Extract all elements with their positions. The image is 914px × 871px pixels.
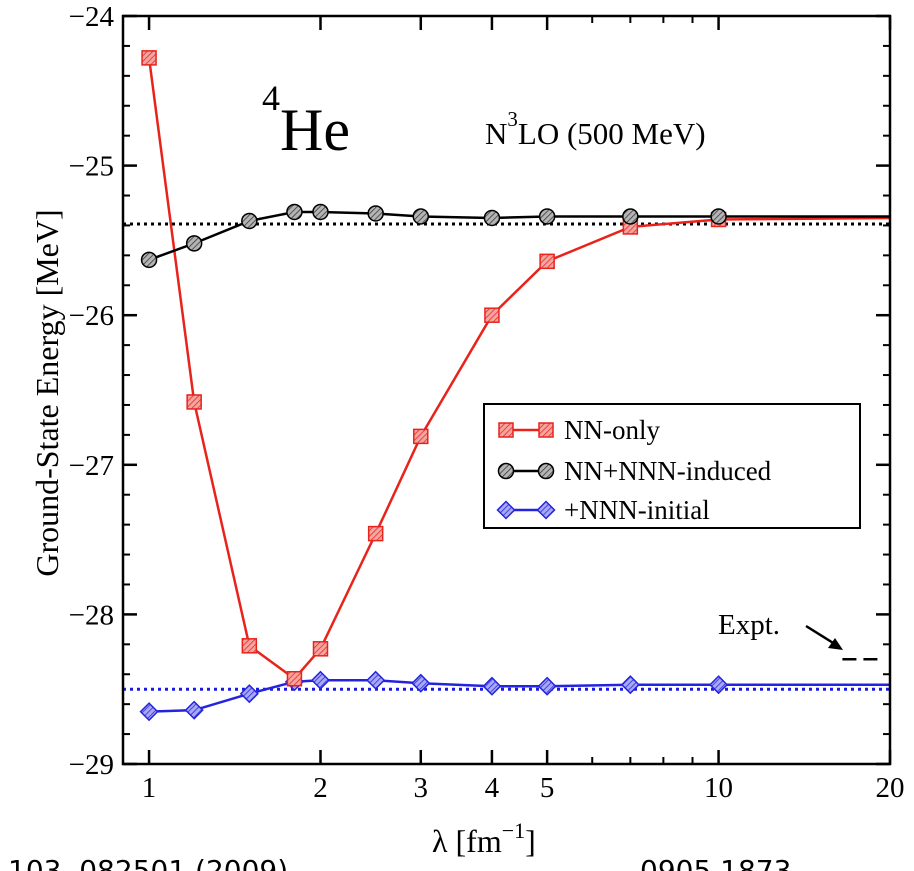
y-tick-label: −29: [69, 749, 114, 781]
x-axis-title: λ [fm−1]: [432, 818, 536, 859]
data-point: [286, 670, 303, 687]
footer-citation-ref: 103, 082501 (2009): [8, 854, 288, 871]
x-axis-title-main: λ [fm: [432, 823, 502, 859]
footer-arxiv: 0905.1873: [640, 854, 791, 871]
nucleus-symbol: He: [280, 97, 350, 163]
axis-ticks: [123, 14, 892, 766]
data-point: [620, 675, 640, 695]
data-point: [709, 675, 729, 695]
x-tick-label: 5: [540, 772, 555, 804]
footer-arxiv-id: 0905.1873: [640, 854, 791, 871]
data-point: [411, 673, 431, 693]
data-point: [286, 203, 303, 221]
x-tick-label: 2: [313, 772, 328, 804]
x-axis-title-sup: −1: [502, 818, 525, 843]
data-point: [367, 525, 384, 542]
legend-marker: [496, 500, 516, 520]
data-point: [366, 670, 386, 690]
legend-label: NN-only: [564, 415, 660, 445]
model-label: N3LO (500 MeV): [485, 107, 706, 151]
legend-marker: [537, 462, 555, 480]
data-point: [483, 209, 501, 227]
y-tick-label: −24: [69, 1, 115, 33]
x-tick-label: 3: [414, 772, 429, 804]
series-line: [148, 210, 890, 262]
series-line: [147, 57, 890, 681]
data-point: [412, 208, 430, 225]
y-axis-title: Ground-State Energy [MeV]: [29, 209, 65, 576]
y-tick-label: −26: [69, 300, 114, 332]
data-point: [538, 208, 556, 225]
legend-marker: [536, 500, 556, 520]
series-line: [149, 678, 890, 713]
data-point: [367, 205, 384, 222]
data-point: [539, 253, 555, 270]
x-tick-label: 4: [485, 772, 500, 804]
expt-label: Expt.: [718, 609, 780, 641]
data-point: [484, 307, 500, 323]
series-NN-only: [141, 50, 890, 687]
series-+NNN-initial: [139, 670, 890, 722]
data-point: [310, 670, 331, 690]
data-point: [413, 428, 429, 445]
data-point: [482, 676, 502, 696]
expt-arrow: [805, 624, 843, 650]
legend-marker: [538, 422, 554, 438]
nucleus-label: 4He: [262, 78, 350, 163]
series-NN+NNN-induced: [140, 203, 890, 269]
data-point: [537, 676, 557, 696]
legend-marker: [497, 462, 515, 480]
data-point: [139, 702, 159, 722]
plot-frame: [121, 14, 892, 766]
data-point: [710, 208, 727, 225]
x-tick-label: 10: [704, 772, 733, 804]
data-point: [140, 251, 158, 269]
data-point: [622, 208, 639, 225]
x-tick-label: 1: [142, 772, 157, 804]
data-point: [141, 50, 157, 66]
data-point: [241, 638, 258, 654]
data-point: [312, 203, 329, 221]
legend-label: NN+NNN-induced: [564, 456, 772, 486]
data-point: [312, 641, 329, 657]
data-point: [241, 212, 258, 230]
model-label-main: N: [485, 116, 507, 151]
y-tick-label: −27: [69, 450, 114, 482]
y-tick-label: −28: [69, 599, 114, 631]
legend: NN-only NN+NNN-induced +NNN-initial: [483, 403, 861, 529]
axis-tick-labels: 1 2 3 4 5 10 20 −29 −28 −27 −26 −25 −24: [69, 1, 905, 804]
legend-marker: [498, 422, 514, 438]
data-point: [184, 700, 204, 720]
footer-citation: 103, 082501 (2009): [8, 854, 288, 871]
x-tick-label: 20: [876, 772, 905, 804]
data-point: [186, 394, 202, 410]
data-point: [185, 235, 203, 252]
model-label-sup: 3: [507, 107, 518, 131]
legend-label: +NNN-initial: [564, 495, 710, 525]
y-tick-label: −25: [69, 151, 114, 183]
series-layer: [139, 50, 890, 722]
x-axis-title-close: ]: [525, 823, 536, 859]
nucleus-mass-number: 4: [262, 78, 280, 118]
model-label-rest: LO (500 MeV): [518, 116, 706, 151]
data-point: [239, 684, 259, 704]
